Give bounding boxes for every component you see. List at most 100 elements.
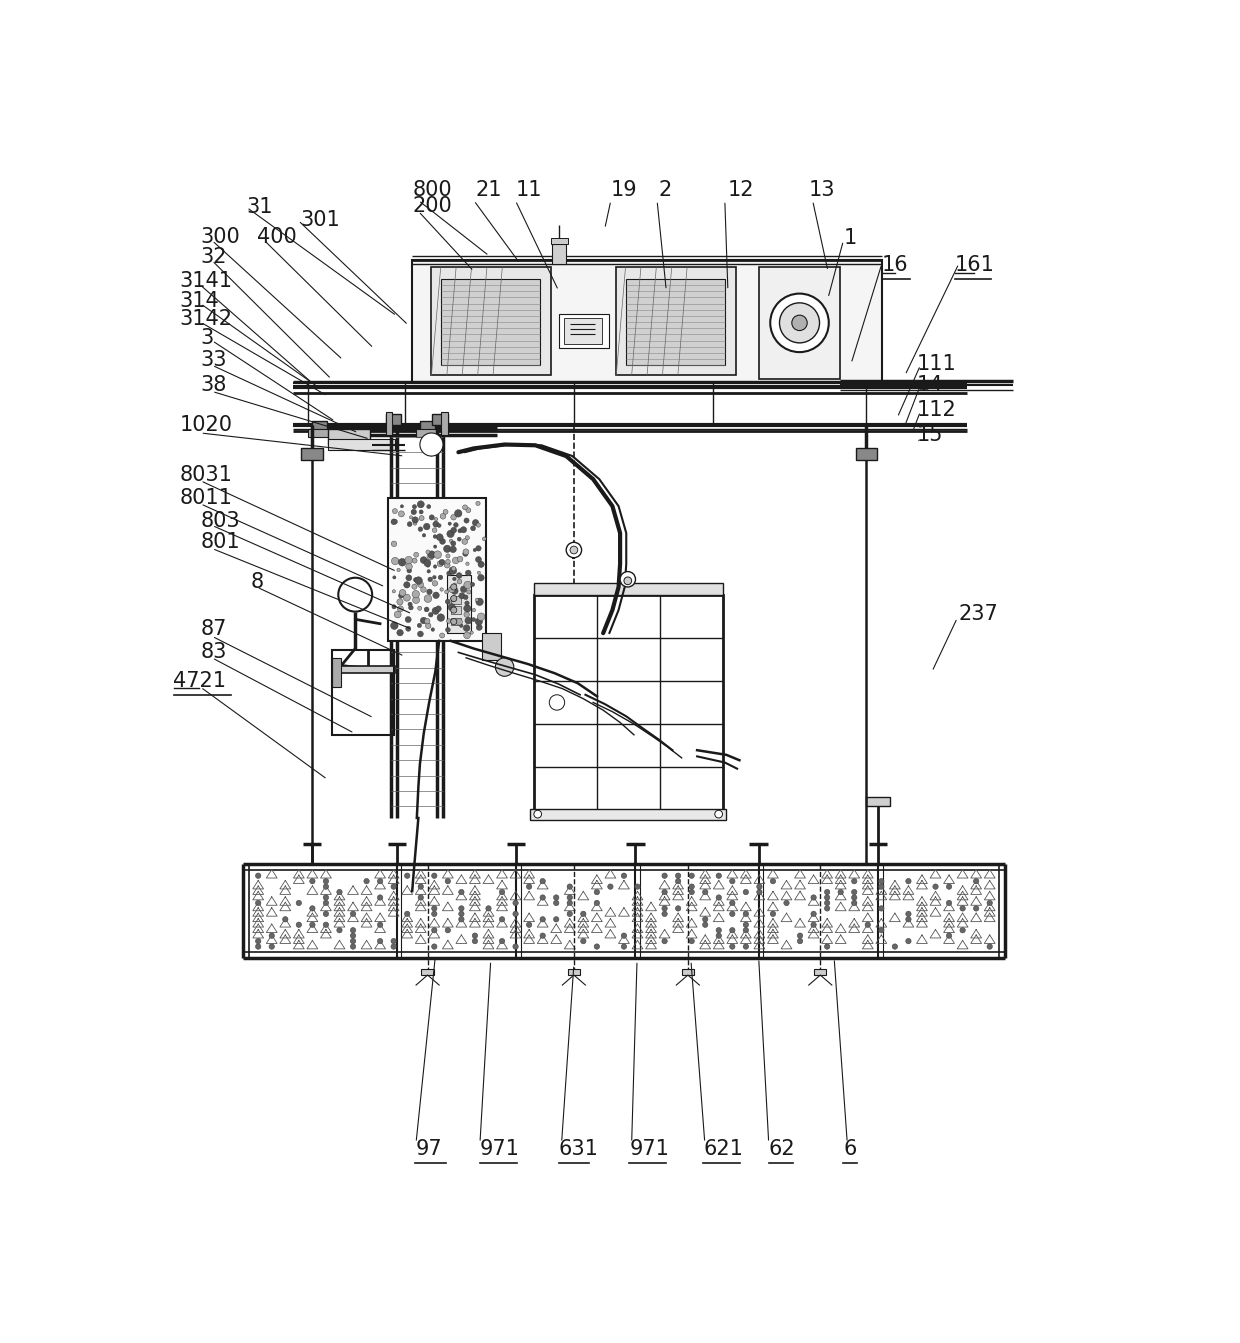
Circle shape [425,563,430,567]
Circle shape [433,576,436,579]
Circle shape [534,810,542,818]
Circle shape [662,873,667,878]
Circle shape [973,878,978,884]
Circle shape [444,545,451,552]
Circle shape [433,535,436,539]
Circle shape [393,576,396,579]
Circle shape [424,595,432,603]
Circle shape [454,522,459,528]
Circle shape [433,592,439,599]
Circle shape [879,878,884,884]
Text: 971: 971 [630,1139,670,1159]
Bar [551,238,568,244]
Bar [446,575,471,633]
Circle shape [433,521,439,526]
Circle shape [676,878,681,884]
Text: 31: 31 [247,197,273,218]
Text: 801: 801 [201,532,241,552]
Circle shape [946,900,952,905]
Bar [433,415,448,426]
Bar [301,449,322,459]
Circle shape [363,878,370,884]
Circle shape [434,551,441,559]
Text: 33: 33 [201,349,227,369]
Circle shape [427,505,430,509]
Circle shape [946,933,952,939]
Circle shape [932,884,939,889]
Circle shape [463,551,467,556]
Circle shape [549,694,564,710]
Bar [327,439,396,450]
Circle shape [418,526,423,532]
Circle shape [433,580,438,586]
Bar [450,606,461,614]
Circle shape [438,561,443,567]
Circle shape [879,928,884,933]
Circle shape [409,516,413,518]
Circle shape [296,923,301,928]
Circle shape [434,517,438,521]
Circle shape [500,917,505,923]
Circle shape [450,619,456,624]
Circle shape [905,939,911,944]
Text: 14: 14 [916,375,944,395]
Bar [534,595,723,810]
Circle shape [797,933,802,939]
Circle shape [413,521,417,525]
Text: 16: 16 [882,255,909,275]
Circle shape [729,911,735,916]
Circle shape [825,889,830,894]
Bar [417,430,438,436]
Circle shape [436,533,443,541]
Circle shape [465,600,469,606]
Circle shape [459,905,464,911]
Circle shape [391,944,397,950]
Circle shape [539,917,546,923]
Bar [420,422,435,434]
Bar [856,449,877,459]
Circle shape [463,505,467,510]
Circle shape [454,583,456,586]
Circle shape [464,624,470,631]
Circle shape [418,582,424,587]
Text: 301: 301 [300,211,340,231]
Circle shape [448,522,451,525]
Circle shape [255,939,260,944]
Text: 3142: 3142 [180,309,233,329]
Circle shape [792,316,807,330]
Circle shape [770,294,828,352]
Circle shape [472,608,476,612]
Circle shape [423,524,430,530]
Bar [327,430,370,445]
Circle shape [852,889,857,894]
Text: 12: 12 [728,180,754,200]
Circle shape [463,539,467,544]
Text: 161: 161 [955,255,994,275]
Circle shape [608,884,613,889]
Circle shape [987,900,992,905]
Circle shape [445,928,450,933]
Circle shape [391,622,398,630]
Circle shape [440,513,446,520]
Circle shape [825,900,830,905]
Bar [412,259,882,383]
Circle shape [477,575,484,582]
Text: 21: 21 [475,180,502,200]
Text: 971: 971 [480,1139,520,1159]
Circle shape [973,905,978,911]
Circle shape [458,529,463,533]
Circle shape [459,917,464,923]
Circle shape [594,944,600,950]
Circle shape [449,586,455,592]
Bar [312,422,327,434]
Circle shape [580,939,587,944]
Circle shape [729,944,735,950]
Circle shape [428,577,433,582]
Circle shape [446,530,454,537]
Circle shape [743,889,749,894]
Circle shape [424,607,429,612]
Circle shape [852,900,857,905]
Circle shape [351,944,356,950]
Text: 6: 6 [843,1139,857,1159]
Circle shape [432,928,436,933]
